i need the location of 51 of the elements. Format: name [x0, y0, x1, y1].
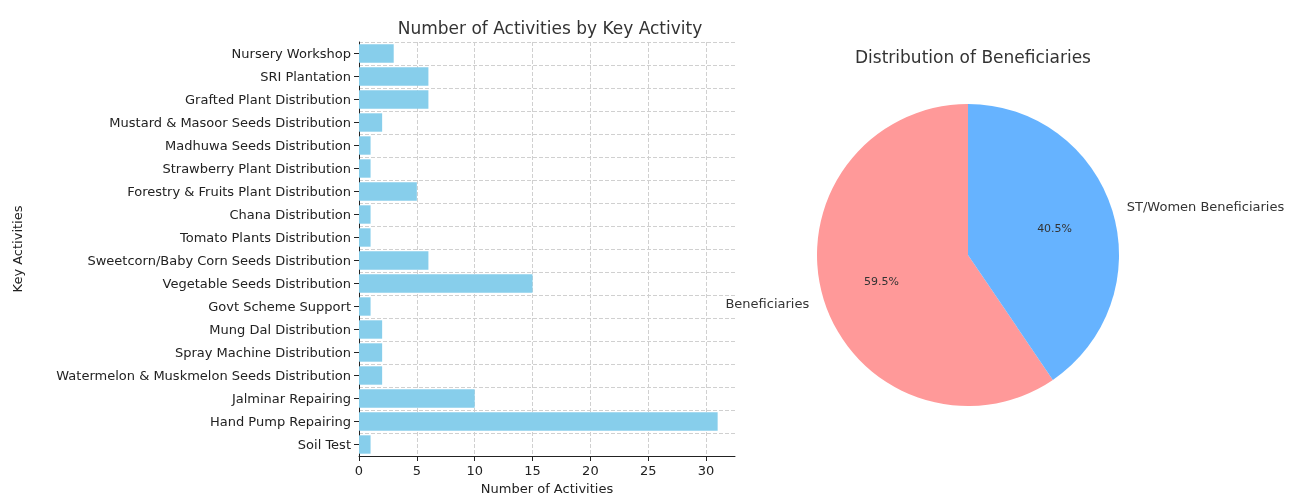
y-tick-label: SRI Plantation — [260, 69, 351, 84]
x-tick-label: 30 — [697, 463, 715, 478]
y-tick-label: Forestry & Fruits Plant Distribution — [127, 184, 351, 199]
y-tick-label: Strawberry Plant Distribution — [162, 161, 351, 176]
bar — [359, 44, 394, 63]
bar — [359, 136, 371, 155]
data-label: 40.5% — [1037, 221, 1073, 235]
bar — [359, 205, 371, 224]
x-axis-title: Number of Activities — [480, 480, 614, 496]
bar — [359, 320, 383, 339]
y-tick-label: Chana Distribution — [229, 207, 351, 222]
y-tick-label: Watermelon & Muskmelon Seeds Distribution — [56, 368, 351, 383]
y-tick-label: Soil Test — [297, 437, 351, 452]
x-tick-label: 25 — [639, 463, 657, 478]
y-tick-label: Vegetable Seeds Distribution — [162, 276, 351, 291]
bar — [359, 182, 417, 201]
y-axis-title: Key Activities — [10, 205, 25, 293]
chart-title: Number of Activities by Key Activity — [397, 17, 703, 38]
y-tick-label: Sweetcorn/Baby Corn Seeds Distribution — [87, 253, 351, 268]
x-tick-label: 5 — [412, 463, 421, 478]
chart-title: Distribution of Beneficiaries — [855, 46, 1092, 67]
bar — [359, 67, 429, 86]
bar — [359, 113, 383, 132]
x-tick-label: 15 — [524, 463, 541, 478]
y-tick-label: Mustard & Masoor Seeds Distribution — [109, 115, 351, 130]
y-tick-label: Mung Dal Distribution — [209, 322, 351, 337]
y-tick-label: Tomato Plants Distribution — [179, 230, 351, 245]
bar — [359, 366, 383, 385]
y-tick-label: Jalminar Repairing — [230, 391, 351, 406]
x-tick-label: 20 — [582, 463, 599, 478]
bar — [359, 389, 475, 408]
y-tick-label: Madhuwa Seeds Distribution — [165, 138, 351, 153]
bar — [359, 228, 371, 247]
y-tick-label: Hand Pump Repairing — [210, 414, 351, 429]
x-tick-label: 10 — [466, 463, 483, 478]
y-tick-label: Grafted Plant Distribution — [185, 92, 351, 107]
bar — [359, 435, 371, 454]
y-tick-label: Nursery Workshop — [231, 46, 351, 61]
data-label: 59.5% — [863, 275, 899, 289]
bar — [359, 297, 371, 316]
bar — [359, 412, 718, 431]
bar — [359, 159, 371, 178]
slice-label: ST/Women Beneficiaries — [1126, 198, 1285, 214]
bar — [359, 343, 383, 362]
y-tick-label: Spray Machine Distribution — [174, 345, 351, 360]
bar — [359, 251, 429, 270]
bar — [359, 274, 533, 293]
bar — [359, 90, 429, 109]
slice-label: Beneficiaries — [725, 296, 810, 312]
y-tick-label: Govt Scheme Support — [208, 299, 351, 314]
x-tick-label: 0 — [354, 463, 364, 478]
